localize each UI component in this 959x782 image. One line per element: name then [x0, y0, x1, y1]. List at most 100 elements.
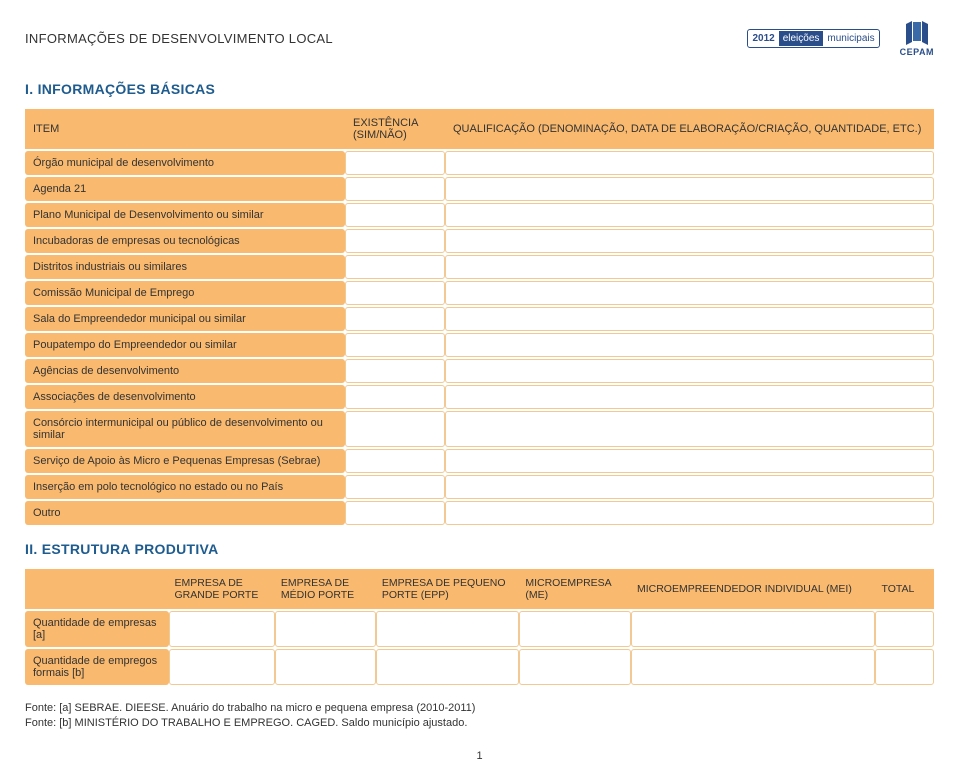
table-row: Serviço de Apoio às Micro e Pequenas Emp…: [25, 449, 934, 473]
th2-medio: EMPRESA DE MÉDIO PORTE: [275, 569, 376, 609]
th2-mei: MICROEMPREENDEDOR INDIVIDUAL (MEI): [631, 569, 876, 609]
page-header: INFORMAÇÕES DE DESENVOLVIMENTO LOCAL 201…: [25, 20, 934, 57]
table-row: Quantidade de empregos formais [b]: [25, 649, 934, 685]
data-cell[interactable]: [275, 649, 376, 685]
row-label: Comissão Municipal de Emprego: [25, 281, 345, 305]
cell-qualificacao[interactable]: [445, 177, 934, 201]
th-qualificacao: QUALIFICAÇÃO (DENOMINAÇÃO, DATA DE ELABO…: [445, 109, 934, 149]
data-cell[interactable]: [519, 611, 631, 647]
table-row: Comissão Municipal de Emprego: [25, 281, 934, 305]
data-cell[interactable]: [275, 611, 376, 647]
cell-existencia[interactable]: [345, 255, 445, 279]
cell-qualificacao[interactable]: [445, 411, 934, 447]
table-row: Incubadoras de empresas ou tecnológicas: [25, 229, 934, 253]
badge-word1: eleições: [779, 31, 824, 46]
row-label: Plano Municipal de Desenvolvimento ou si…: [25, 203, 345, 227]
cell-qualificacao[interactable]: [445, 229, 934, 253]
table-row: Distritos industriais ou similares: [25, 255, 934, 279]
header-right: 2012 eleições municipais CEPAM: [747, 20, 934, 57]
table2-header-row: EMPRESA DE GRANDE PORTE EMPRESA DE MÉDIO…: [25, 569, 934, 609]
cell-existencia[interactable]: [345, 449, 445, 473]
cepam-logo: CEPAM: [900, 20, 934, 57]
table-basicas: ITEM EXISTÊNCIA (SIM/NÃO) QUALIFICAÇÃO (…: [25, 107, 934, 527]
row-label: Agenda 21: [25, 177, 345, 201]
cell-existencia[interactable]: [345, 229, 445, 253]
data-cell[interactable]: [376, 649, 520, 685]
table-row: Consórcio intermunicipal ou público de d…: [25, 411, 934, 447]
badge-word2: municipais: [823, 31, 878, 46]
data-cell[interactable]: [875, 649, 934, 685]
row-label: Quantidade de empregos formais [b]: [25, 649, 169, 685]
row-label: Inserção em polo tecnológico no estado o…: [25, 475, 345, 499]
page-number: 1: [25, 750, 934, 762]
th2-total: TOTAL: [875, 569, 934, 609]
cell-qualificacao[interactable]: [445, 333, 934, 357]
cell-qualificacao[interactable]: [445, 255, 934, 279]
row-label: Consórcio intermunicipal ou público de d…: [25, 411, 345, 447]
th2-blank: [25, 569, 169, 609]
cell-existencia[interactable]: [345, 475, 445, 499]
election-badge: 2012 eleições municipais: [747, 29, 879, 48]
cell-qualificacao[interactable]: [445, 281, 934, 305]
page-title: INFORMAÇÕES DE DESENVOLVIMENTO LOCAL: [25, 31, 333, 46]
row-label: Quantidade de empresas [a]: [25, 611, 169, 647]
table-row: Outro: [25, 501, 934, 525]
section1-title: I. INFORMAÇÕES BÁSICAS: [25, 81, 934, 97]
row-label: Sala do Empreendedor municipal ou simila…: [25, 307, 345, 331]
cell-existencia[interactable]: [345, 177, 445, 201]
cell-qualificacao[interactable]: [445, 359, 934, 383]
cell-qualificacao[interactable]: [445, 501, 934, 525]
row-label: Serviço de Apoio às Micro e Pequenas Emp…: [25, 449, 345, 473]
cell-existencia[interactable]: [345, 501, 445, 525]
section2-title: II. ESTRUTURA PRODUTIVA: [25, 541, 934, 557]
badge-year: 2012: [748, 31, 778, 46]
data-cell[interactable]: [631, 649, 876, 685]
th2-grande: EMPRESA DE GRANDE PORTE: [169, 569, 275, 609]
row-label: Agências de desenvolvimento: [25, 359, 345, 383]
footer-line1: Fonte: [a] SEBRAE. DIEESE. Anuário do tr…: [25, 701, 934, 716]
cell-existencia[interactable]: [345, 281, 445, 305]
data-cell[interactable]: [169, 611, 275, 647]
row-label: Outro: [25, 501, 345, 525]
data-cell[interactable]: [376, 611, 520, 647]
cell-qualificacao[interactable]: [445, 151, 934, 175]
row-label: Poupatempo do Empreendedor ou similar: [25, 333, 345, 357]
cell-existencia[interactable]: [345, 411, 445, 447]
cell-existencia[interactable]: [345, 359, 445, 383]
cell-qualificacao[interactable]: [445, 203, 934, 227]
table1-header-row: ITEM EXISTÊNCIA (SIM/NÃO) QUALIFICAÇÃO (…: [25, 109, 934, 149]
table-row: Órgão municipal de desenvolvimento: [25, 151, 934, 175]
logo-text: CEPAM: [900, 47, 934, 57]
cell-qualificacao[interactable]: [445, 475, 934, 499]
footer-sources: Fonte: [a] SEBRAE. DIEESE. Anuário do tr…: [25, 701, 934, 732]
data-cell[interactable]: [519, 649, 631, 685]
cell-existencia[interactable]: [345, 385, 445, 409]
cepam-icon: [900, 20, 934, 46]
table-row: Agenda 21: [25, 177, 934, 201]
table-row: Inserção em polo tecnológico no estado o…: [25, 475, 934, 499]
row-label: Distritos industriais ou similares: [25, 255, 345, 279]
table-row: Agências de desenvolvimento: [25, 359, 934, 383]
data-cell[interactable]: [631, 611, 876, 647]
footer-line2: Fonte: [b] MINISTÉRIO DO TRABALHO E EMPR…: [25, 716, 934, 731]
th-item: ITEM: [25, 109, 345, 149]
cell-existencia[interactable]: [345, 333, 445, 357]
table-row: Quantidade de empresas [a]: [25, 611, 934, 647]
table-row: Poupatempo do Empreendedor ou similar: [25, 333, 934, 357]
cell-existencia[interactable]: [345, 203, 445, 227]
th2-pequeno: EMPRESA DE PEQUENO PORTE (EPP): [376, 569, 520, 609]
table-estrutura: EMPRESA DE GRANDE PORTE EMPRESA DE MÉDIO…: [25, 567, 934, 687]
data-cell[interactable]: [169, 649, 275, 685]
cell-existencia[interactable]: [345, 307, 445, 331]
cell-qualificacao[interactable]: [445, 307, 934, 331]
table-row: Sala do Empreendedor municipal ou simila…: [25, 307, 934, 331]
table-row: Associações de desenvolvimento: [25, 385, 934, 409]
cell-qualificacao[interactable]: [445, 449, 934, 473]
cell-qualificacao[interactable]: [445, 385, 934, 409]
cell-existencia[interactable]: [345, 151, 445, 175]
th-existencia: EXISTÊNCIA (SIM/NÃO): [345, 109, 445, 149]
row-label: Associações de desenvolvimento: [25, 385, 345, 409]
data-cell[interactable]: [875, 611, 934, 647]
row-label: Incubadoras de empresas ou tecnológicas: [25, 229, 345, 253]
row-label: Órgão municipal de desenvolvimento: [25, 151, 345, 175]
